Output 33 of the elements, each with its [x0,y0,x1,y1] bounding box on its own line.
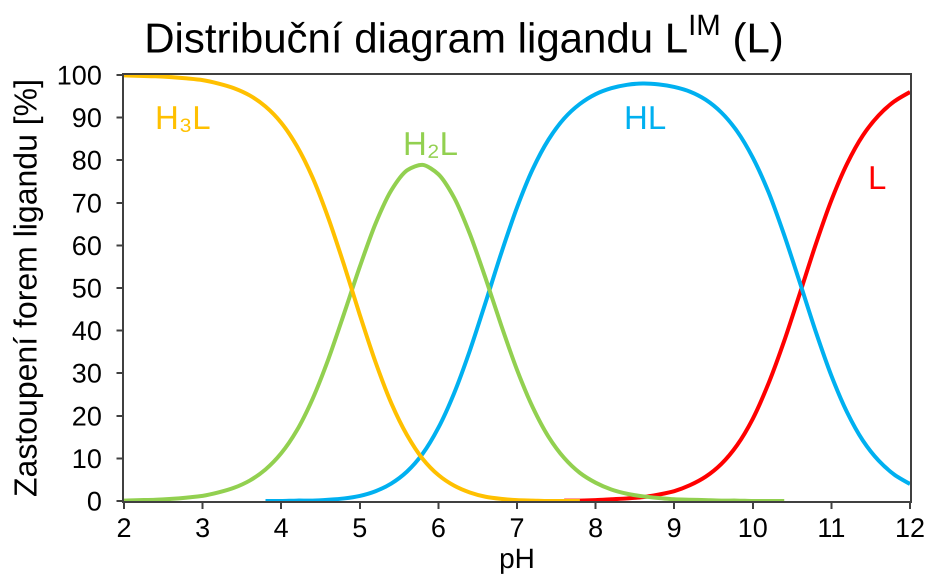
line-series [124,162,786,501]
y-tick-label: 40 [72,316,102,346]
x-tick-label: 4 [274,513,289,544]
x-tick-label: 9 [666,513,682,544]
y-tick-label: 70 [72,188,102,218]
line-series [562,90,910,501]
y-axis-title: Zastoupení forem ligandu [%] [8,78,44,498]
x-tick-label: 2 [116,513,132,544]
x-tick-label: 11 [817,513,846,544]
line-series [124,75,582,501]
line-series [263,82,910,501]
series-label: L [868,159,886,196]
x-axis-title: pH [499,543,535,574]
series-label: H₂L [403,125,458,162]
y-tick-label: 30 [72,358,102,389]
chart-title: Distribuční diagram ligandu L$^{IM}$ (L) [144,9,784,62]
y-tick-label: 80 [72,146,102,176]
x-tick-label: 8 [588,513,604,544]
y-tick-label: 50 [72,273,102,304]
y-tick-label: 60 [72,230,102,261]
y-tick-label: 20 [72,401,102,432]
x-tick-label: 5 [352,513,368,544]
x-tick-label: 6 [430,513,446,544]
y-tick-label: 0 [86,486,102,516]
x-tick-label: 12 [894,513,926,544]
x-tick-label: 10 [738,513,768,544]
y-tick-label: 100 [56,60,102,90]
x-tick-label: 3 [195,513,210,544]
x-tick-label: 7 [509,513,525,544]
series-label: H₃L [155,99,211,136]
y-tick-label: 10 [72,444,102,474]
y-tick-label: 90 [72,103,102,134]
series-label: HL [624,99,666,136]
